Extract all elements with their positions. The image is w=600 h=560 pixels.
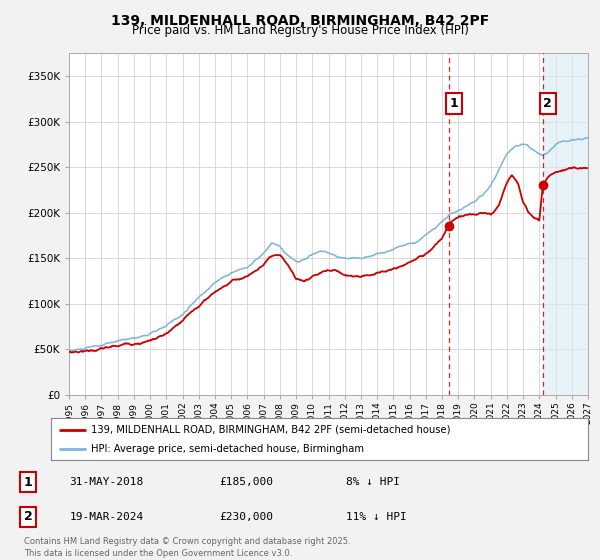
Text: 2: 2 bbox=[24, 510, 32, 524]
Text: 1: 1 bbox=[449, 97, 458, 110]
Bar bbox=[543, 53, 588, 395]
Text: 19-MAR-2024: 19-MAR-2024 bbox=[70, 512, 144, 522]
Text: Price paid vs. HM Land Registry's House Price Index (HPI): Price paid vs. HM Land Registry's House … bbox=[131, 24, 469, 37]
Text: 1: 1 bbox=[24, 475, 32, 489]
Text: 139, MILDENHALL ROAD, BIRMINGHAM, B42 2PF (semi-detached house): 139, MILDENHALL ROAD, BIRMINGHAM, B42 2P… bbox=[91, 424, 451, 435]
Text: 139, MILDENHALL ROAD, BIRMINGHAM, B42 2PF: 139, MILDENHALL ROAD, BIRMINGHAM, B42 2P… bbox=[111, 14, 489, 28]
Text: 11% ↓ HPI: 11% ↓ HPI bbox=[346, 512, 407, 522]
Text: HPI: Average price, semi-detached house, Birmingham: HPI: Average price, semi-detached house,… bbox=[91, 444, 364, 454]
Text: £185,000: £185,000 bbox=[220, 477, 274, 487]
Text: 31-MAY-2018: 31-MAY-2018 bbox=[70, 477, 144, 487]
Text: £230,000: £230,000 bbox=[220, 512, 274, 522]
Text: 2: 2 bbox=[544, 97, 552, 110]
Text: 8% ↓ HPI: 8% ↓ HPI bbox=[346, 477, 400, 487]
Text: Contains HM Land Registry data © Crown copyright and database right 2025.
This d: Contains HM Land Registry data © Crown c… bbox=[24, 537, 350, 558]
